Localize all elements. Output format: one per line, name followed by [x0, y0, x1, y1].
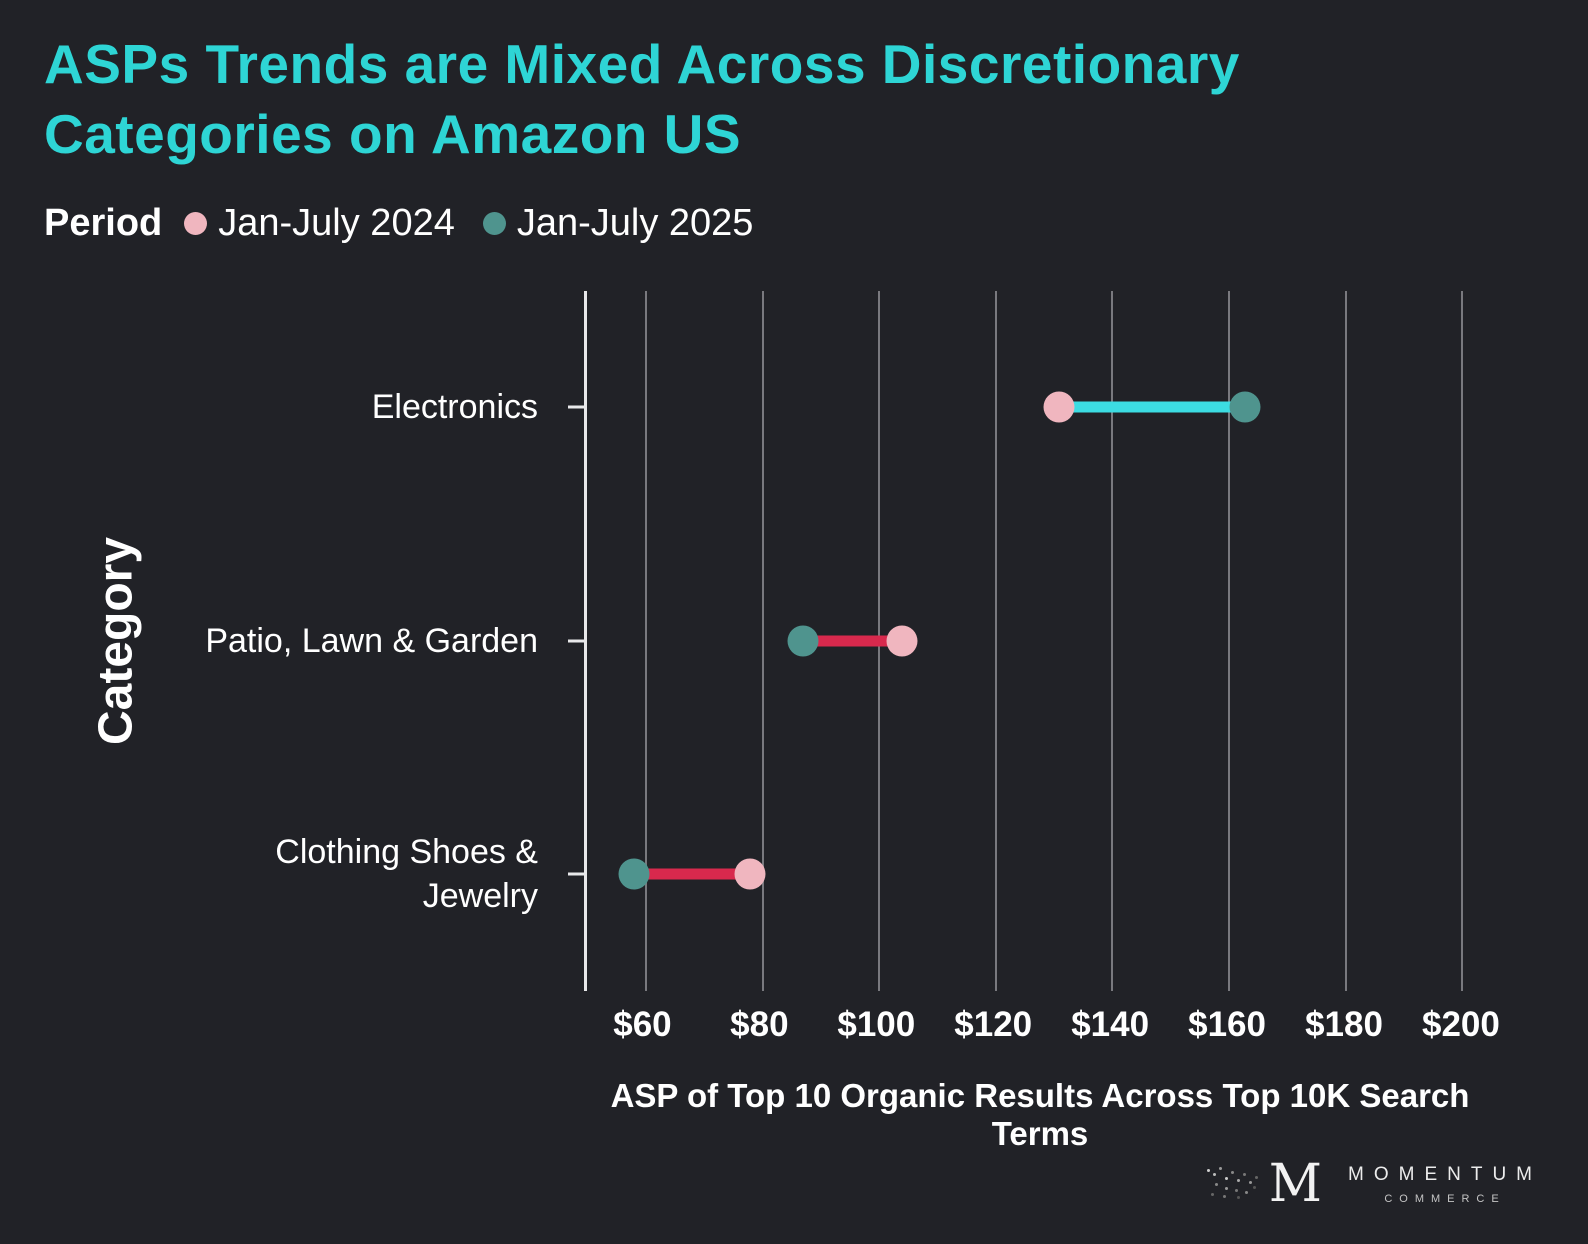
- dot-2024-electronics: [1043, 391, 1075, 423]
- brand-name: MOMENTUM: [1348, 1163, 1542, 1185]
- connector-electronics: [1058, 401, 1246, 413]
- legend-dot-2025-icon: [482, 211, 506, 235]
- dot-2024-clothing-shoes-jewelry: [734, 858, 766, 890]
- legend-label-2025: Jan-July 2025: [516, 201, 754, 244]
- legend: Period Jan-July 2024 Jan-July 2025: [44, 202, 1544, 245]
- category-label-patio-lawn-garden: Patio, Lawn & Garden: [205, 621, 538, 660]
- legend-item-2025: Jan-July 2025: [482, 201, 754, 245]
- category-label-electronics: Electronics: [371, 388, 538, 427]
- brand-text: MOMENTUM COMMERCE: [1348, 1164, 1542, 1205]
- dot-2024-patio-lawn-garden: [886, 625, 918, 657]
- legend-title: Period: [44, 201, 163, 244]
- gridline-200: [1461, 290, 1464, 991]
- gridline-180: [1344, 290, 1347, 991]
- dot-2025-patio-lawn-garden: [787, 625, 819, 657]
- category-labels: Electronics Patio, Lawn & Garden Clothing …: [44, 291, 564, 991]
- plot-area: [568, 290, 1496, 991]
- x-tick-label-60: $60: [613, 1004, 672, 1044]
- category-label-clothing-shoes-jewelry: Clothing Shoes & Jewelry: [275, 832, 538, 916]
- dot-2025-clothing-shoes-jewelry: [618, 858, 650, 890]
- gridline-80: [761, 290, 764, 991]
- page-title: ASPs Trends are Mixed Across Discretiona…: [44, 33, 1240, 165]
- brand-logo: M MOMENTUM COMMERCE: [1205, 1158, 1542, 1210]
- brand-monogram: M: [1268, 1154, 1323, 1214]
- dot-2025-electronics: [1229, 391, 1261, 423]
- x-tick-label-140: $140: [1071, 1004, 1150, 1044]
- gridline-140: [1111, 290, 1114, 991]
- connector-patio-lawn-garden: [802, 635, 902, 647]
- gridline-120: [994, 290, 997, 991]
- legend-item-2024: Jan-July 2024: [184, 202, 455, 245]
- y-tick-patio-lawn-garden: [568, 639, 587, 643]
- x-tick-label-80: $80: [730, 1004, 789, 1044]
- legend-label-2024: Jan-July 2024: [218, 201, 455, 244]
- legend-dot-2024-icon: [184, 211, 208, 235]
- x-tick-label-180: $180: [1305, 1004, 1383, 1044]
- brand-subtitle: COMMERCE: [1384, 1192, 1506, 1205]
- x-tick-label-120: $120: [954, 1004, 1033, 1044]
- x-axis-labels: $60 $80 $100 $120 $140 $160 $180 $200: [584, 1004, 1500, 1055]
- x-axis-title: ASP of Top 10 Organic Results Across Top…: [610, 1076, 1470, 1152]
- y-tick-clothing-shoes-jewelry: [568, 872, 587, 876]
- connector-clothing-shoes-jewelry: [633, 868, 751, 880]
- y-tick-electronics: [568, 405, 587, 409]
- x-tick-label-100: $100: [837, 1004, 916, 1044]
- gridline-160: [1227, 290, 1230, 991]
- gridline-60: [645, 290, 648, 991]
- x-tick-label-200: $200: [1421, 1004, 1500, 1044]
- chart: Category Electronics Patio, Lawn & Garden…: [44, 290, 1544, 991]
- brand-dust-icon: [1205, 1165, 1263, 1203]
- x-tick-label-160: $160: [1188, 1004, 1266, 1044]
